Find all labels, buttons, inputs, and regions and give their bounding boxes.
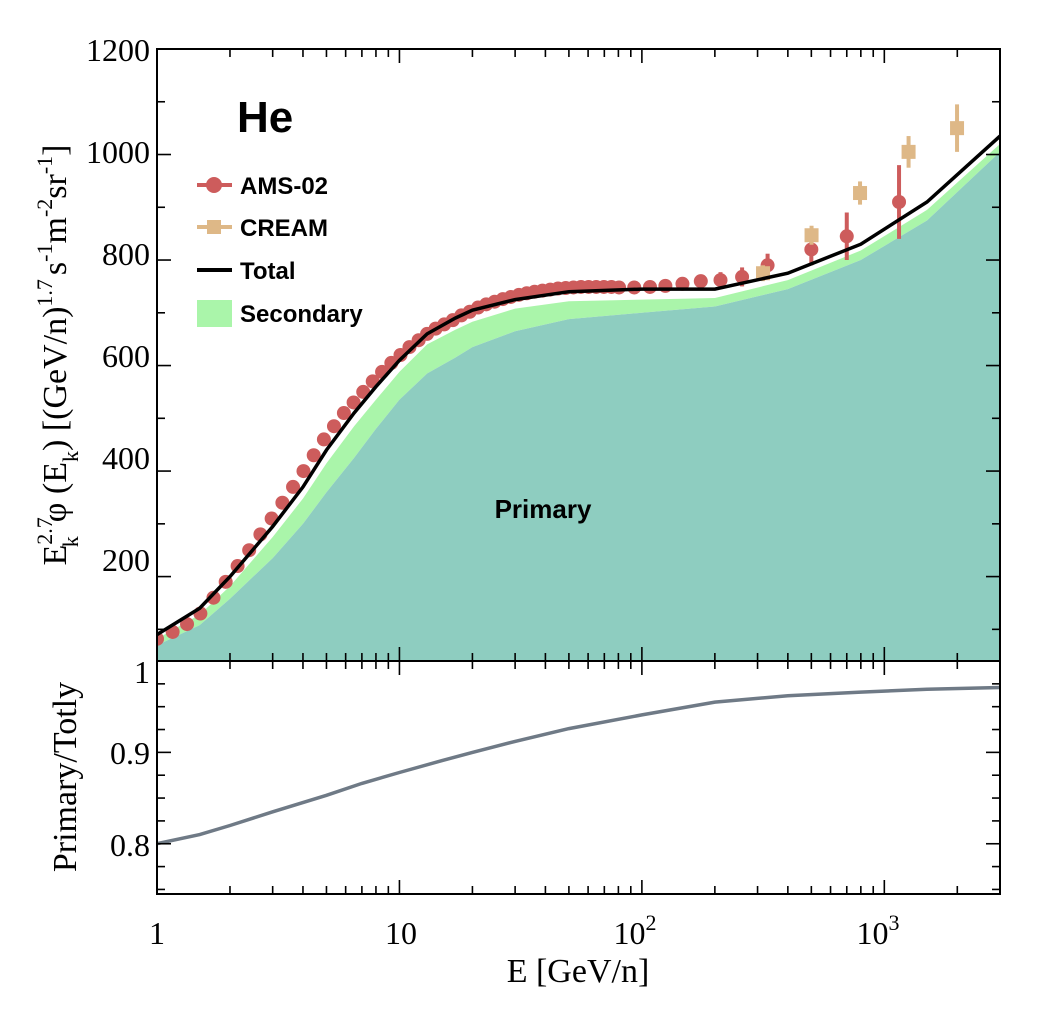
- total-line: [157, 134, 1000, 637]
- primary-area: [157, 151, 1000, 661]
- y-tick-label-1: 1: [134, 654, 150, 690]
- x-axis-title: E [GeV/n]: [507, 953, 650, 990]
- ams02-point: [693, 274, 708, 289]
- cream-series: [756, 104, 965, 282]
- legend-cream-label: CREAM: [240, 215, 328, 242]
- legend-secondary-label: Secondary: [240, 301, 363, 328]
- ams02-point: [275, 495, 290, 510]
- ams02-point: [612, 280, 627, 295]
- legend-entry-total: Total: [197, 258, 296, 285]
- legend-ams02-label: AMS-02: [240, 173, 328, 200]
- ams02-point: [180, 617, 195, 632]
- ams02-point: [675, 276, 690, 291]
- lower-y-axis-title: Primary/Totly: [47, 682, 84, 872]
- ams02-point: [206, 590, 221, 605]
- ams02-point: [326, 419, 341, 434]
- y-tick-label-400: 400: [102, 440, 150, 476]
- y-tick-label-1200: 1200: [86, 32, 150, 68]
- ams02-point: [804, 242, 819, 257]
- x-tick-label-1000: 103: [857, 910, 900, 951]
- y-tick-label-800: 800: [102, 236, 150, 272]
- legend-cream-marker: [207, 220, 221, 234]
- cream-point: [950, 121, 965, 136]
- lower-frame: [156, 660, 1001, 895]
- ams02-point: [306, 448, 321, 463]
- cream-point: [901, 144, 916, 159]
- ams02-point: [735, 269, 750, 284]
- ams02-point: [393, 348, 408, 362]
- legend-entry-ams02: AMS-02: [197, 173, 328, 200]
- legend-secondary-swatch: [197, 300, 232, 327]
- ams02-point: [336, 406, 351, 421]
- y-tick-label-1000: 1000: [86, 134, 150, 170]
- x-tick-label-100: 102: [614, 910, 657, 951]
- legend-entry-cream: CREAM: [197, 215, 328, 242]
- cream-point: [853, 186, 868, 201]
- legend-total-label: Total: [240, 258, 296, 285]
- lower-y-tick-labels: 0.8 0.9 1: [110, 654, 150, 863]
- ams02-point: [892, 195, 907, 209]
- y-tick-label-0.9: 0.9: [110, 735, 150, 771]
- svg-text:E2.7kφ (Ek) [(GeV/n)1.7s-1m-2s: E2.7kφ (Ek) [(GeV/n)1.7s-1m-2sr-1]: [32, 145, 83, 566]
- panel-label-he: He: [237, 93, 293, 142]
- ams02-point: [642, 279, 657, 294]
- legend-entry-secondary: Secondary: [197, 300, 363, 328]
- ams02-point: [242, 543, 257, 558]
- upper-plot-area: [157, 104, 1000, 661]
- ams02-point: [713, 273, 728, 288]
- x-tick-label-10: 10: [385, 915, 417, 951]
- x-tick-label-1: 1: [149, 915, 165, 951]
- ams02-point: [296, 464, 311, 479]
- y-tick-label-0.8: 0.8: [110, 827, 150, 863]
- legend: AMS-02 CREAM Total Secondary: [197, 173, 363, 328]
- ams02-point: [839, 229, 854, 244]
- x-tick-labels: 1 10 102 103: [149, 910, 900, 951]
- lower-plot-area: [157, 685, 1000, 846]
- legend-ams02-marker: [206, 177, 222, 193]
- upper-y-tick-labels: 200 400 600 800 1000 1200: [86, 32, 150, 578]
- ams02-point: [286, 479, 301, 494]
- cream-point: [804, 228, 819, 243]
- ams02-point: [346, 395, 361, 410]
- y-tick-label-200: 200: [102, 542, 150, 578]
- primary-area-label: Primary: [495, 494, 592, 524]
- primary-total-ratio-line: [157, 685, 1000, 846]
- y-tick-label-600: 600: [102, 338, 150, 374]
- ams02-point: [316, 432, 331, 447]
- upper-y-axis-title: E2.7kφ (Ek) [(GeV/n)1.7s-1m-2sr-1]: [32, 145, 83, 566]
